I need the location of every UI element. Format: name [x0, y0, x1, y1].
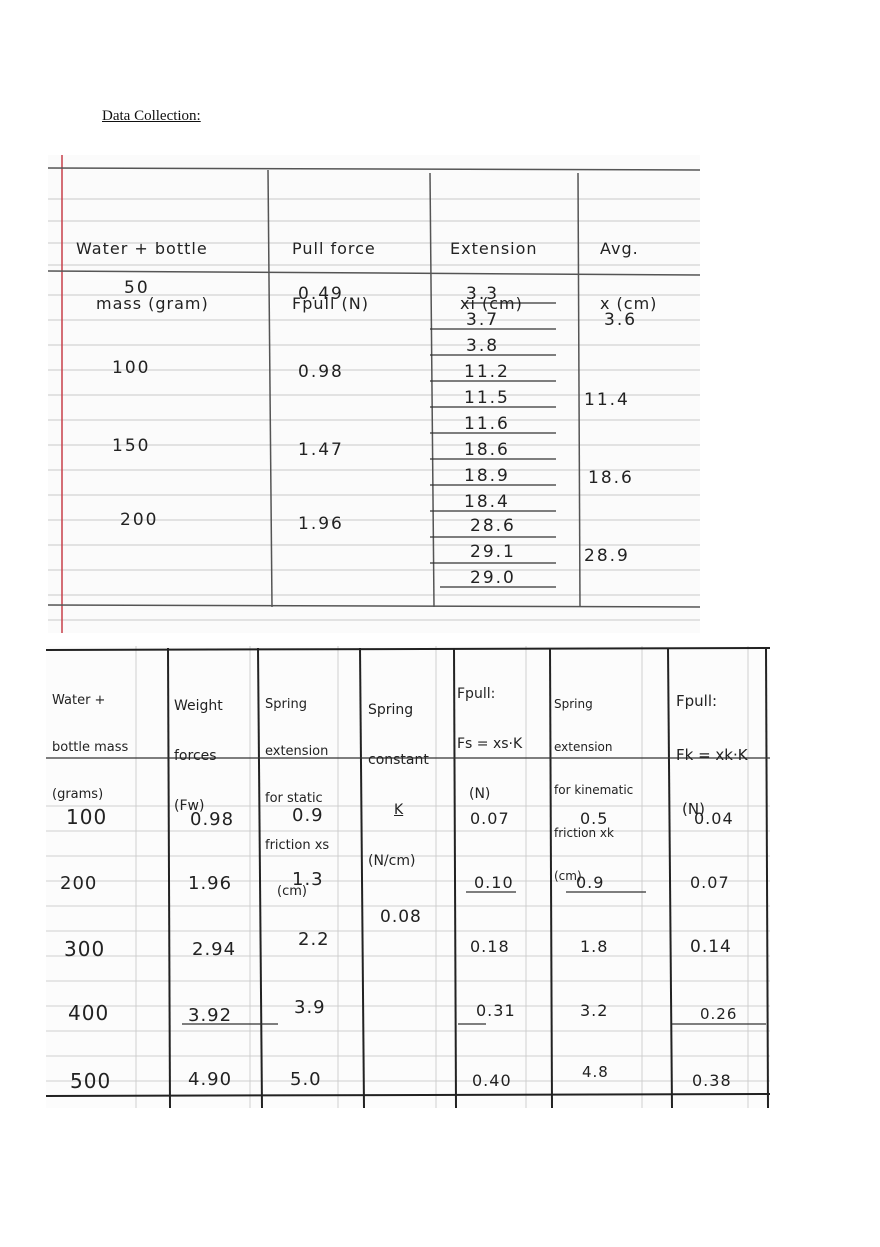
fs-cell: 0.10	[474, 873, 514, 892]
average-cell: 11.4	[584, 390, 630, 410]
header-pull-force: Pull force Fpull (N)	[292, 238, 376, 313]
xs-cell: 3.9	[294, 997, 326, 1018]
fk-cell: 0.04	[694, 809, 734, 828]
header-fs: Fpull: Fs = xs·K (N)	[457, 685, 523, 803]
fs-cell: 0.18	[470, 937, 510, 956]
extension-cell: 18.4	[464, 492, 510, 512]
header-mass: Water + bottle mass (grams)	[52, 693, 129, 802]
mass-cell: 500	[70, 1069, 112, 1093]
header-fk: Fpull: Fk = xk·K (N)	[676, 692, 748, 818]
weight-cell: 3.92	[188, 1005, 233, 1026]
extension-cell: 28.6	[470, 516, 516, 536]
xk-cell: 1.8	[580, 937, 609, 956]
xs-cell: 2.2	[298, 929, 330, 950]
page-heading: Data Collection:	[102, 108, 201, 124]
mass-cell: 100	[112, 358, 151, 378]
spring-constant-cell: 0.08	[380, 907, 422, 927]
extension-cell: 29.0	[470, 568, 516, 588]
weight-cell: 4.90	[188, 1069, 233, 1090]
fk-cell: 0.14	[690, 937, 732, 957]
xs-cell: 0.9	[292, 805, 324, 826]
average-cell: 28.9	[584, 546, 630, 566]
table2-ruling	[46, 646, 770, 1108]
header-mass: Water + bottle mass (gram)	[76, 238, 209, 313]
extension-cell: 18.9	[464, 466, 510, 486]
mass-cell: 400	[68, 1001, 110, 1025]
friction-table: Water + bottle mass (grams) Weight force…	[46, 646, 770, 1108]
extension-cell: 3.3	[466, 284, 500, 304]
extension-cell: 11.6	[464, 414, 510, 434]
average-cell: 3.6	[604, 310, 638, 330]
extension-cell: 3.7	[466, 310, 500, 330]
weight-cell: 0.98	[190, 809, 235, 830]
header-average: Avg. x (cm)	[600, 238, 658, 313]
average-cell: 18.6	[588, 468, 634, 488]
extension-cell: 11.2	[464, 362, 510, 382]
xs-cell: 5.0	[290, 1069, 322, 1090]
header-static-extension: Spring extension for static friction xs …	[265, 697, 330, 900]
force-cell: 0.49	[298, 284, 344, 304]
header-weight: Weight forces (Fw)	[174, 697, 223, 815]
extension-cell: 29.1	[470, 542, 516, 562]
fk-cell: 0.26	[700, 1005, 738, 1023]
extension-cell: 3.8	[466, 336, 500, 356]
xs-cell: 1.3	[292, 869, 324, 890]
weight-cell: 2.94	[192, 939, 237, 960]
fs-cell: 0.40	[472, 1071, 512, 1090]
mass-cell: 150	[112, 436, 151, 456]
weight-cell: 1.96	[188, 873, 233, 894]
force-cell: 1.96	[298, 514, 344, 534]
header-spring-constant: Spring constant K (N/cm)	[368, 701, 429, 869]
fk-cell: 0.07	[690, 873, 730, 892]
fs-cell: 0.07	[470, 809, 510, 828]
mass-cell: 100	[66, 805, 108, 829]
mass-cell: 300	[64, 937, 106, 961]
fk-cell: 0.38	[692, 1071, 732, 1090]
fs-cell: 0.31	[476, 1001, 516, 1020]
header-extension: Extension xi (cm)	[450, 238, 538, 313]
header-kinematic-extension: Spring extension for kinematic friction …	[554, 696, 634, 884]
table1-ruling	[48, 155, 700, 633]
xk-cell: 4.8	[582, 1063, 609, 1081]
xk-cell: 0.5	[580, 809, 609, 828]
xk-cell: 0.9	[576, 873, 605, 892]
force-cell: 1.47	[298, 440, 344, 460]
mass-cell: 200	[120, 510, 159, 530]
extension-cell: 11.5	[464, 388, 510, 408]
xk-cell: 3.2	[580, 1001, 609, 1020]
mass-cell: 50	[124, 278, 150, 298]
extension-cell: 18.6	[464, 440, 510, 460]
force-cell: 0.98	[298, 362, 344, 382]
mass-cell: 200	[60, 873, 98, 894]
spring-extension-table: Water + bottle mass (gram) Pull force Fp…	[48, 155, 700, 633]
